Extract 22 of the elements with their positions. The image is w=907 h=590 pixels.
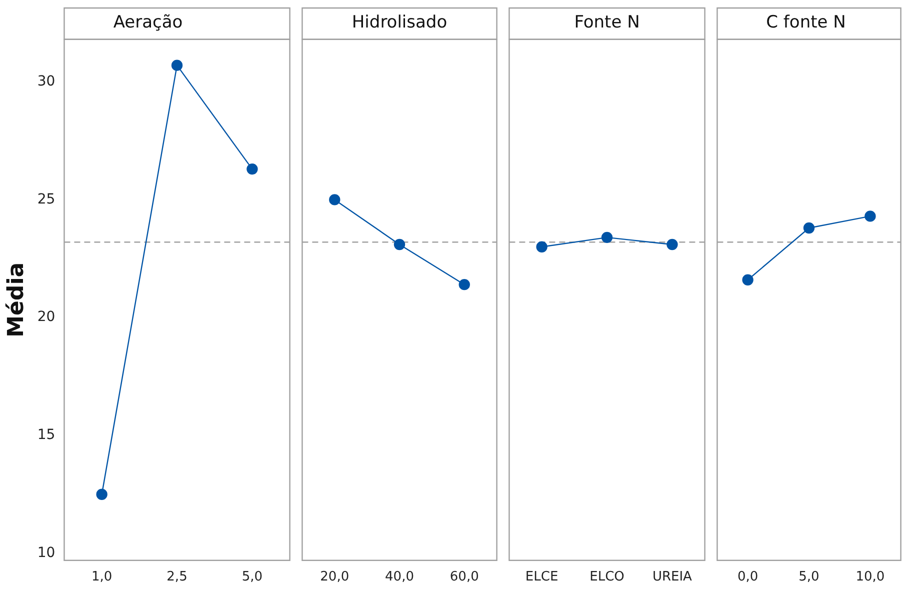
x-tick-label: 60,0 bbox=[450, 570, 479, 585]
y-tick-label: 10 bbox=[37, 544, 56, 561]
x-tick-label: 2,5 bbox=[166, 570, 188, 585]
chart-title: Aeração bbox=[113, 12, 183, 33]
x-tick-label: ELCO bbox=[590, 570, 624, 585]
y-axis-title: Média bbox=[4, 262, 29, 338]
y-tick-label: 20 bbox=[37, 309, 56, 326]
chart-title: C fonte N bbox=[766, 12, 846, 33]
x-tick-label: 10,0 bbox=[856, 570, 885, 585]
x-tick-label: ELCE bbox=[525, 570, 558, 585]
x-tick-label: 5,0 bbox=[798, 570, 820, 585]
x-tick-label: 0,0 bbox=[737, 570, 758, 585]
x-tick-label: UREIA bbox=[652, 570, 692, 585]
y-tick-label: 15 bbox=[37, 427, 56, 444]
y-tick-label: 25 bbox=[37, 191, 56, 208]
y-tick-label: 30 bbox=[37, 73, 56, 90]
chart-title: Hidrolisado bbox=[352, 12, 448, 33]
x-tick-label: 1,0 bbox=[91, 570, 112, 585]
x-tick-label: 5,0 bbox=[242, 570, 263, 585]
x-tick-label: 40,0 bbox=[385, 570, 414, 585]
chart-title: Fonte N bbox=[574, 12, 640, 33]
x-tick-label: 20,0 bbox=[320, 570, 350, 585]
